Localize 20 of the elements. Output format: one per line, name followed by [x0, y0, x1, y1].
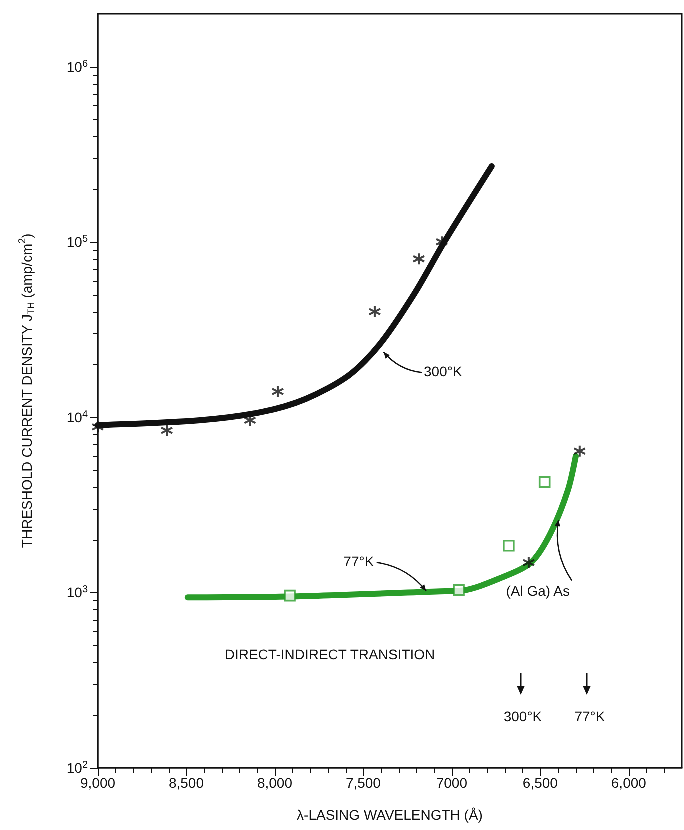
x-axis-title: λ-LASING WAVELENGTH (Å): [297, 807, 483, 823]
annotation: 77°K: [344, 553, 375, 570]
y-axis-title: THRESHOLD CURRENT DENSITY JTH (amp/cm2): [18, 234, 36, 548]
annotation: 300°K: [424, 363, 463, 380]
x-tick-label: 7,500: [346, 775, 382, 791]
x-tick-label: 6,500: [522, 775, 558, 791]
x-tick-label: 9,000: [80, 775, 116, 791]
annotation: (Al Ga) As: [506, 582, 570, 599]
annotation: 77°K: [574, 708, 606, 725]
annotation: DIRECT-INDIRECT TRANSITION: [224, 646, 436, 663]
y-tick-label: 10$^{4}$: [66, 408, 88, 426]
y-tick-label: 10$^{2}$: [66, 760, 88, 776]
x-tick-label: 6,000: [611, 775, 647, 791]
y-tick-label: 10$^{5}$: [66, 234, 88, 250]
x-tick-label: 8,500: [168, 775, 204, 791]
y-tick-label: 10$^{3}$: [66, 584, 88, 601]
y-tick-label: 10$^{6}$: [66, 58, 88, 75]
x-tick-label: 8,000: [257, 775, 293, 791]
annotation: 300°K: [504, 708, 543, 725]
x-tick-label: 7000: [436, 775, 468, 791]
